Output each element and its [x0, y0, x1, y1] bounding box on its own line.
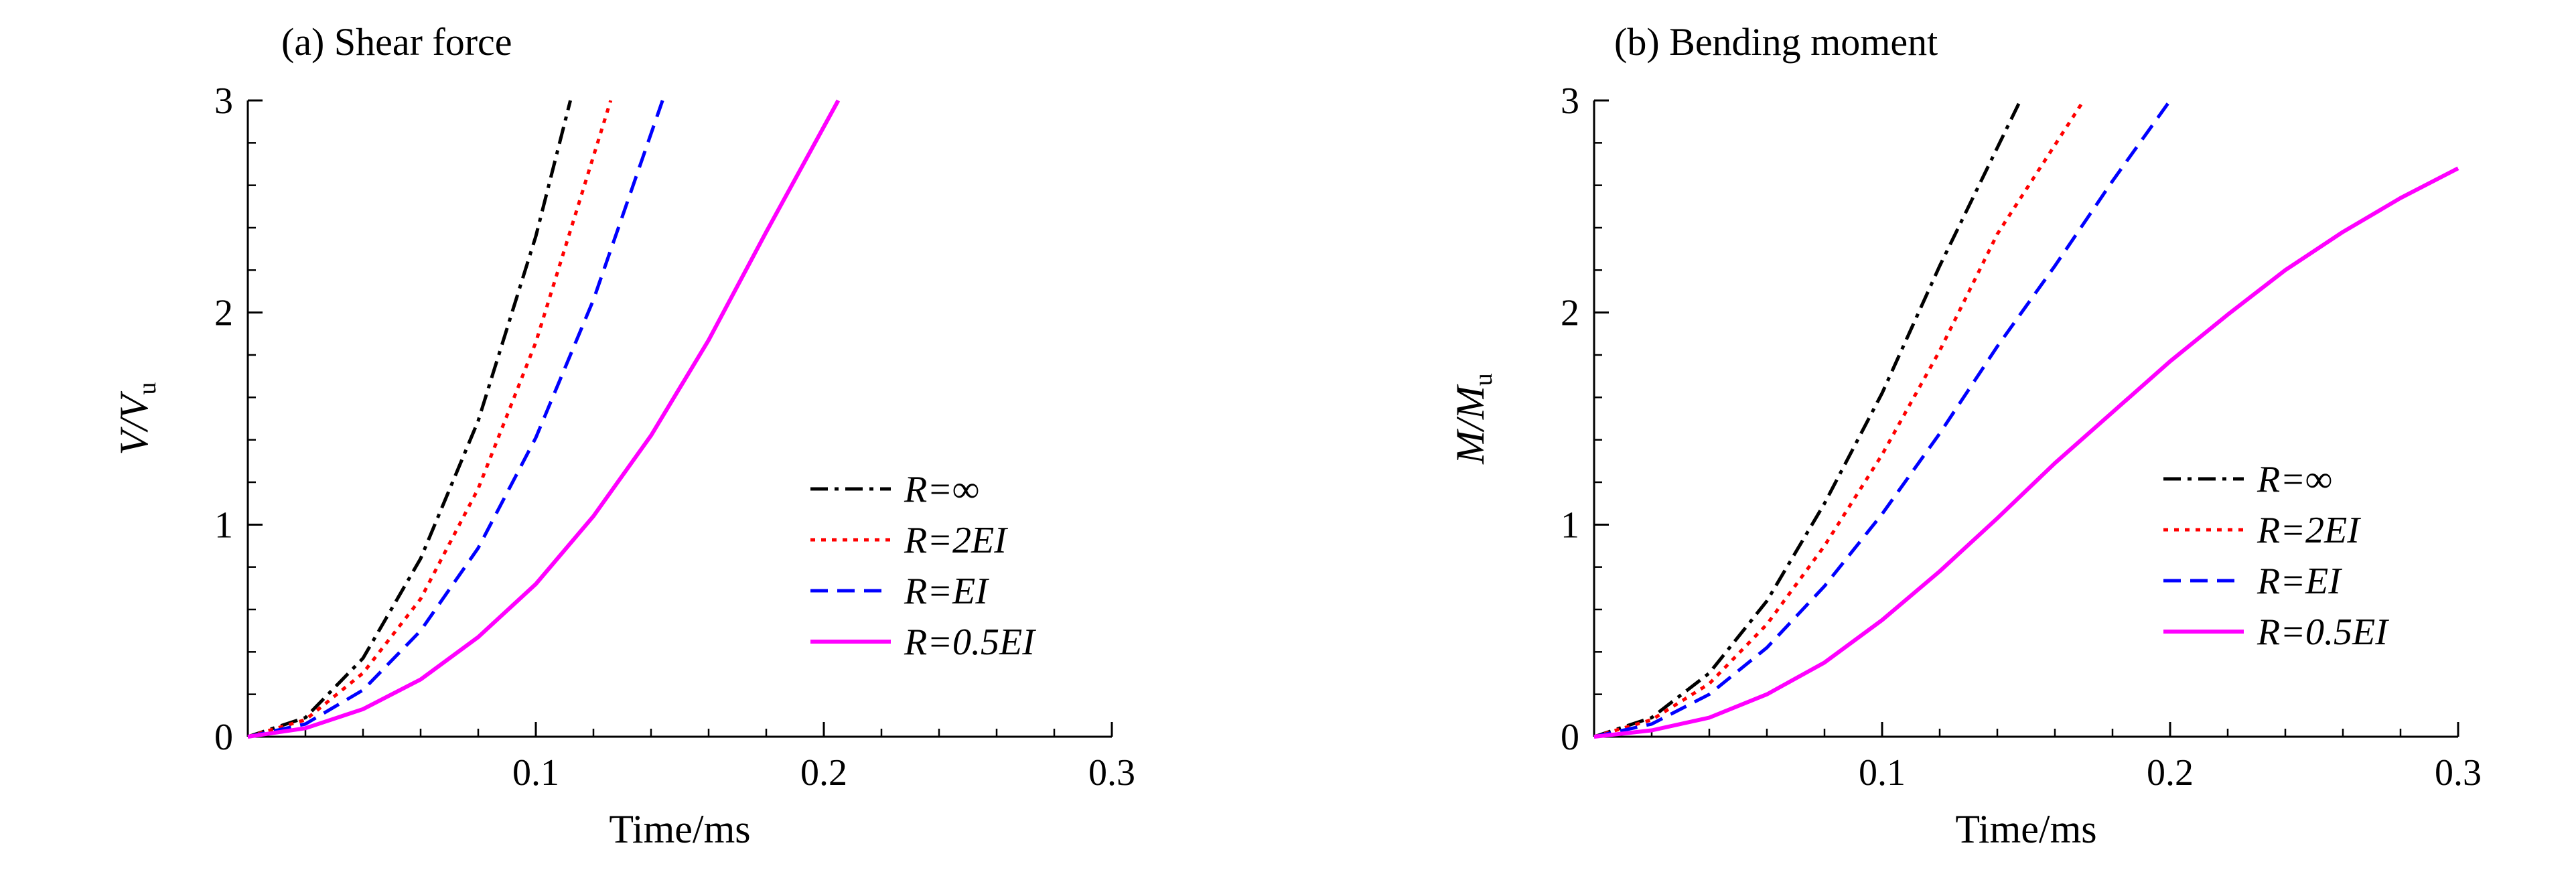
series-line-3 [1593, 166, 2459, 739]
x-tick-label: 0.1 [1859, 752, 1906, 794]
series-line-2 [247, 100, 664, 739]
x-tick-label: 0.3 [2435, 752, 2482, 794]
y-axis-label: M/Mu [1448, 373, 1498, 465]
y-axis-label-subscript: u [133, 382, 161, 395]
y-tick-label: 1 [214, 504, 233, 546]
y-tick-label: 0 [1561, 717, 1579, 758]
legend-label-0: R=∞ [904, 469, 979, 510]
y-tick-label: 3 [1561, 80, 1579, 122]
x-tick-label: 0.2 [2147, 752, 2194, 794]
legend-label-1: R=2EI [904, 520, 1008, 561]
chart-title: (b) Bending moment [1614, 20, 1938, 64]
y-axis-label: V/Vu [112, 382, 161, 455]
x-tick-label: 0.1 [512, 752, 559, 794]
y-tick-label: 2 [1561, 293, 1579, 334]
legend-label-2: R=EI [904, 571, 989, 612]
legend-label-3: R=0.5EI [2257, 611, 2389, 653]
panel-shear-force: (a) Shear force 0 1 2 3 0.1 0.2 0.3 Time/ms V/Vu R… [112, 20, 1135, 851]
y-tick-label: 1 [1561, 504, 1579, 546]
series-line-0 [1593, 99, 2022, 739]
series-line-0 [247, 100, 573, 739]
legend-label-0: R=∞ [2257, 459, 2332, 500]
x-axis-label: Time/ms [1955, 807, 2096, 851]
x-tick-label: 0.3 [1088, 752, 1135, 794]
series-line-2 [1593, 99, 2172, 739]
y-axis-label-main: V/V [112, 390, 156, 455]
y-tick-label: 0 [214, 717, 233, 758]
y-tick-label: 2 [214, 293, 233, 334]
series-line-1 [1593, 99, 2086, 739]
series-line-3 [247, 99, 841, 739]
series-line-1 [247, 100, 613, 739]
legend-label-3: R=0.5EI [904, 622, 1036, 663]
y-axis-label-main: M/M [1448, 384, 1492, 465]
x-axis-label: Time/ms [609, 807, 750, 851]
y-tick-label: 3 [214, 80, 233, 122]
y-axis-label-subscript: u [1470, 373, 1498, 386]
legend-label-1: R=2EI [2257, 510, 2361, 551]
legend-label-2: R=EI [2257, 561, 2342, 602]
chart-title: (a) Shear force [281, 20, 512, 64]
panel-bending-moment: (b) Bending moment 0 1 2 3 0.1 0.2 0.3 Time/ms M/… [1448, 20, 2482, 851]
x-tick-label: 0.2 [800, 752, 847, 794]
